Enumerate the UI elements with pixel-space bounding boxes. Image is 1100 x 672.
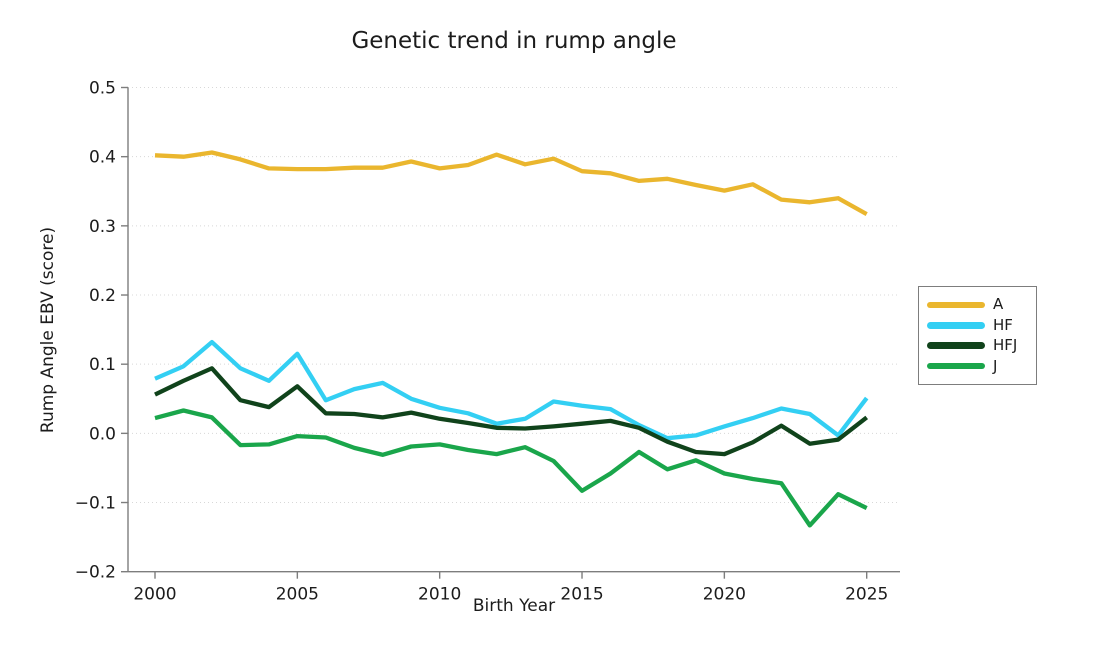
y-tick-label: 0.0	[89, 424, 116, 444]
x-tick-label: 2010	[418, 585, 461, 605]
y-tick-label: 0.1	[89, 355, 116, 375]
x-tick-label: 2015	[560, 585, 603, 605]
x-tick-label: 2005	[276, 585, 319, 605]
legend-label-HFJ: HFJ	[993, 336, 1018, 355]
x-axis-label: Birth Year	[472, 596, 556, 616]
series-line-J	[154, 408, 868, 528]
x-tick-label: 2025	[845, 585, 888, 605]
legend-swatch-J	[927, 362, 985, 370]
legend-label-HF: HF	[993, 315, 1013, 334]
y-tick-label: −0.2	[75, 563, 116, 583]
legend-item-HFJ: HFJ	[927, 338, 1030, 353]
x-tick-label: 2000	[133, 585, 176, 605]
legend-swatch-HFJ	[927, 342, 985, 349]
y-tick-label: 0.5	[89, 79, 116, 99]
legend-item-J: J	[927, 356, 1030, 375]
x-tick-label: 2020	[703, 585, 746, 605]
y-tick-label: −0.1	[75, 494, 116, 514]
y-tick-label: 0.2	[89, 286, 116, 306]
legend-label-A: A	[993, 295, 1004, 314]
legend-swatch-HF	[927, 322, 985, 329]
chart-title: Genetic trend in rump angle	[351, 28, 677, 54]
legend-label-J: J	[993, 356, 998, 375]
legend-swatch-A	[927, 301, 985, 309]
legend: A HF HFJ J	[918, 286, 1037, 385]
y-tick-label: 0.3	[89, 217, 116, 237]
series-line-A	[154, 150, 868, 216]
y-tick-label: 0.4	[89, 148, 116, 168]
series-line-HF	[154, 339, 869, 441]
legend-item-A: A	[927, 297, 1030, 312]
series-line-HFJ	[154, 366, 869, 457]
legend-item-HF: HF	[927, 315, 1030, 334]
